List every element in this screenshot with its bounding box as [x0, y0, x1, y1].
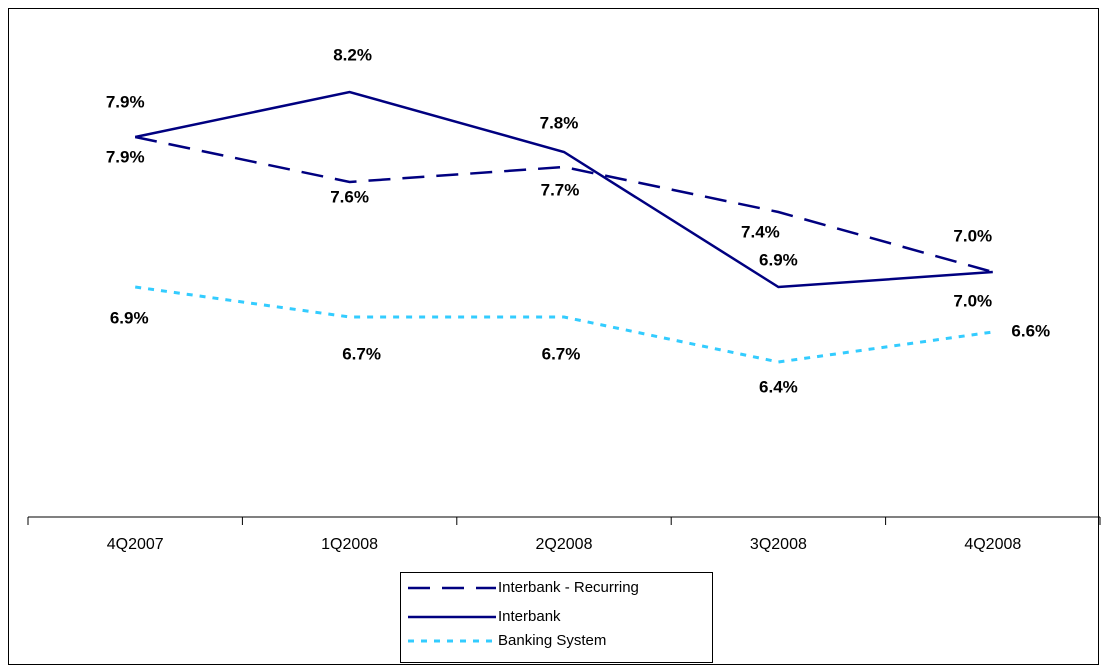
data-label: 7.0% — [953, 291, 992, 310]
data-label: 7.0% — [953, 226, 992, 245]
chart-frame — [8, 8, 1099, 665]
x-tick-label: 4Q2008 — [964, 536, 1021, 553]
data-label: 6.9% — [759, 250, 798, 269]
data-label: 7.9% — [106, 147, 145, 166]
data-label: 7.8% — [540, 113, 579, 132]
x-tick-label: 2Q2008 — [536, 536, 593, 553]
legend-label: Banking System — [498, 632, 606, 649]
series-line — [134, 90, 993, 289]
legend-label: Interbank - Recurring — [498, 579, 639, 596]
series-line — [134, 135, 994, 274]
data-label: 7.7% — [541, 180, 580, 199]
data-label: 7.6% — [330, 187, 369, 206]
legend-label: Interbank — [498, 608, 561, 625]
data-label: 7.9% — [106, 92, 145, 111]
x-tick-label: 1Q2008 — [321, 536, 378, 553]
data-label: 6.4% — [759, 377, 798, 396]
data-label: 6.9% — [110, 308, 149, 327]
x-tick-label: 3Q2008 — [750, 536, 807, 553]
data-label: 6.7% — [342, 344, 381, 363]
x-tick-label: 4Q2007 — [107, 536, 164, 553]
series-line — [134, 285, 994, 364]
data-label: 8.2% — [333, 45, 372, 64]
data-label: 6.7% — [542, 344, 581, 363]
data-label: 7.4% — [741, 222, 780, 241]
data-label: 6.6% — [1011, 321, 1050, 340]
